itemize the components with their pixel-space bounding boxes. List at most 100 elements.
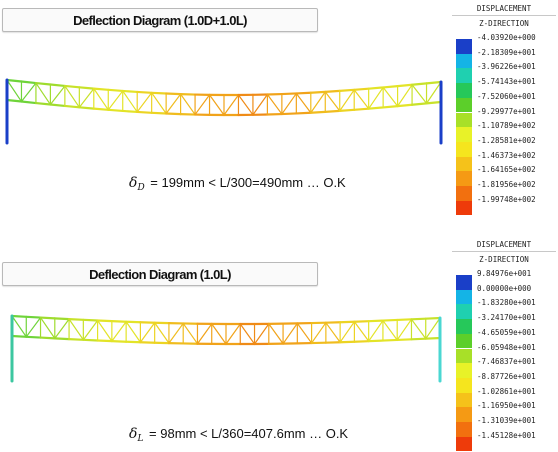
displacement-legend: DISPLACEMENT Z-DIRECTION 9.84976e+001 0.0…: [452, 226, 556, 452]
truss-top-chord: [309, 90, 327, 94]
truss-bottom-chord: [396, 103, 414, 108]
truss-bottom-chord: [67, 338, 85, 341]
legend-color-swatch: [456, 39, 472, 54]
truss-diagonal: [339, 89, 355, 112]
truss-diagonal: [78, 88, 95, 108]
legend-color-swatch: [456, 436, 472, 452]
legend-color-swatch: [456, 112, 472, 128]
legend-color-swatch: [456, 289, 472, 305]
truss-diagonal: [295, 92, 312, 114]
truss-top-chord: [53, 317, 71, 321]
deflection-panel-live: Deflection Diagram (1.0L) δL = 98mm < L/…: [0, 226, 558, 452]
truss-diagonal: [196, 323, 213, 345]
legend-value: -4.03920e+000: [477, 33, 536, 42]
truss-bottom-chord: [92, 107, 110, 111]
legend-value: -5.74143e+001: [477, 77, 536, 87]
truss-diagonal: [239, 323, 256, 345]
truss-bottom-chord: [125, 340, 142, 344]
legend-value: -1.31039e+001: [477, 416, 536, 425]
truss-top-chord: [49, 83, 66, 88]
legend-value: -1.81956e+002: [477, 180, 536, 189]
truss-diagonal: [425, 317, 441, 340]
truss-bottom-chord: [78, 106, 95, 110]
legend-color-swatch: [456, 392, 472, 408]
legend-color-swatch: [456, 68, 472, 84]
legend-value: -7.52060e+001: [477, 91, 536, 101]
truss-diagonal: [296, 322, 313, 344]
truss-bottom-chord: [107, 108, 124, 113]
deflection-check-equation: δL = 98mm < L/360=407.6mm … O.K: [129, 426, 348, 444]
truss-top-chord: [339, 320, 356, 324]
truss-deflection-diagram: [5, 78, 443, 145]
truss-bottom-chord: [110, 340, 128, 343]
truss-diagonal: [64, 85, 80, 108]
truss-diagonal: [368, 319, 384, 342]
truss-diagonal: [368, 86, 384, 110]
truss-diagonal: [324, 91, 341, 112]
truss-top-chord: [396, 83, 414, 88]
truss-bottom-chord: [280, 112, 298, 116]
legend-value: -4.65059e+001: [477, 327, 536, 337]
truss-top-chord: [353, 87, 370, 91]
truss-top-chord: [381, 318, 399, 322]
legend-color-swatch: [456, 363, 472, 378]
legend-value: -8.87726e+001: [477, 371, 536, 381]
truss-top-chord: [353, 320, 370, 323]
truss-top-chord: [410, 82, 428, 86]
truss-bottom-chord: [338, 108, 356, 113]
truss-bottom-chord: [10, 334, 28, 338]
truss-bottom-chord: [150, 111, 168, 115]
truss-diagonal: [139, 322, 156, 343]
truss-bottom-chord: [424, 336, 442, 340]
truss-bottom-chord: [339, 340, 356, 344]
truss-diagonal: [253, 323, 270, 345]
truss-top-chord: [82, 318, 99, 322]
legend-color-swatch: [456, 186, 472, 201]
delta-symbol: δ: [129, 426, 138, 442]
truss-bottom-chord: [396, 338, 413, 342]
truss-diagonal: [252, 93, 268, 116]
truss-diagonal: [397, 84, 413, 107]
legend-value: -6.05948e+001: [477, 342, 536, 352]
truss-diagonal: [107, 90, 124, 111]
legend-value: -1.02861e+001: [477, 386, 536, 396]
legend-value: -1.83280e+001: [477, 298, 536, 308]
truss-diagonal: [353, 89, 370, 110]
truss-diagonal: [82, 319, 99, 341]
truss-top-chord: [34, 81, 52, 86]
truss-top-chord: [25, 315, 42, 319]
legend-color-swatch: [456, 422, 472, 437]
truss-top-chord: [367, 86, 385, 90]
truss-bottom-chord: [382, 105, 399, 109]
truss-bottom-chord: [367, 106, 385, 110]
truss-diagonal: [310, 91, 326, 114]
truss-diagonal: [211, 323, 227, 345]
deflection-check-equation: δD = 199mm < L/300=490mm … O.K: [129, 175, 346, 193]
truss-top-chord: [110, 320, 128, 323]
truss-diagonal: [49, 85, 66, 106]
truss-bottom-chord: [367, 339, 385, 343]
legend-color-swatch: [456, 304, 472, 320]
truss-diagonal: [151, 92, 167, 115]
legend-color-swatch: [456, 171, 472, 186]
truss-diagonal: [168, 322, 184, 344]
truss-bottom-chord: [324, 109, 341, 113]
legend-value: -1.16950e+001: [477, 401, 536, 411]
truss-bottom-chord: [5, 98, 23, 103]
truss-diagonal: [68, 318, 84, 341]
truss-diagonal: [396, 318, 413, 341]
truss-top-chord: [20, 80, 38, 85]
truss-diagonal: [353, 321, 370, 342]
legend-divider: [452, 251, 556, 252]
truss-diagonal: [39, 316, 56, 339]
legend-divider: [452, 15, 556, 16]
legend-value: -7.46837e+001: [477, 357, 536, 367]
legend-value: -9.29977e+001: [477, 106, 536, 116]
truss-diagonal: [311, 322, 327, 344]
truss-top-chord: [424, 316, 442, 320]
legend-color-swatch: [456, 377, 472, 393]
diagram-title: Deflection Diagram (1.0L): [2, 262, 318, 286]
truss-diagonal: [180, 93, 196, 116]
truss-diagonal: [411, 84, 428, 104]
legend-value: -2.18309e+001: [477, 47, 536, 57]
